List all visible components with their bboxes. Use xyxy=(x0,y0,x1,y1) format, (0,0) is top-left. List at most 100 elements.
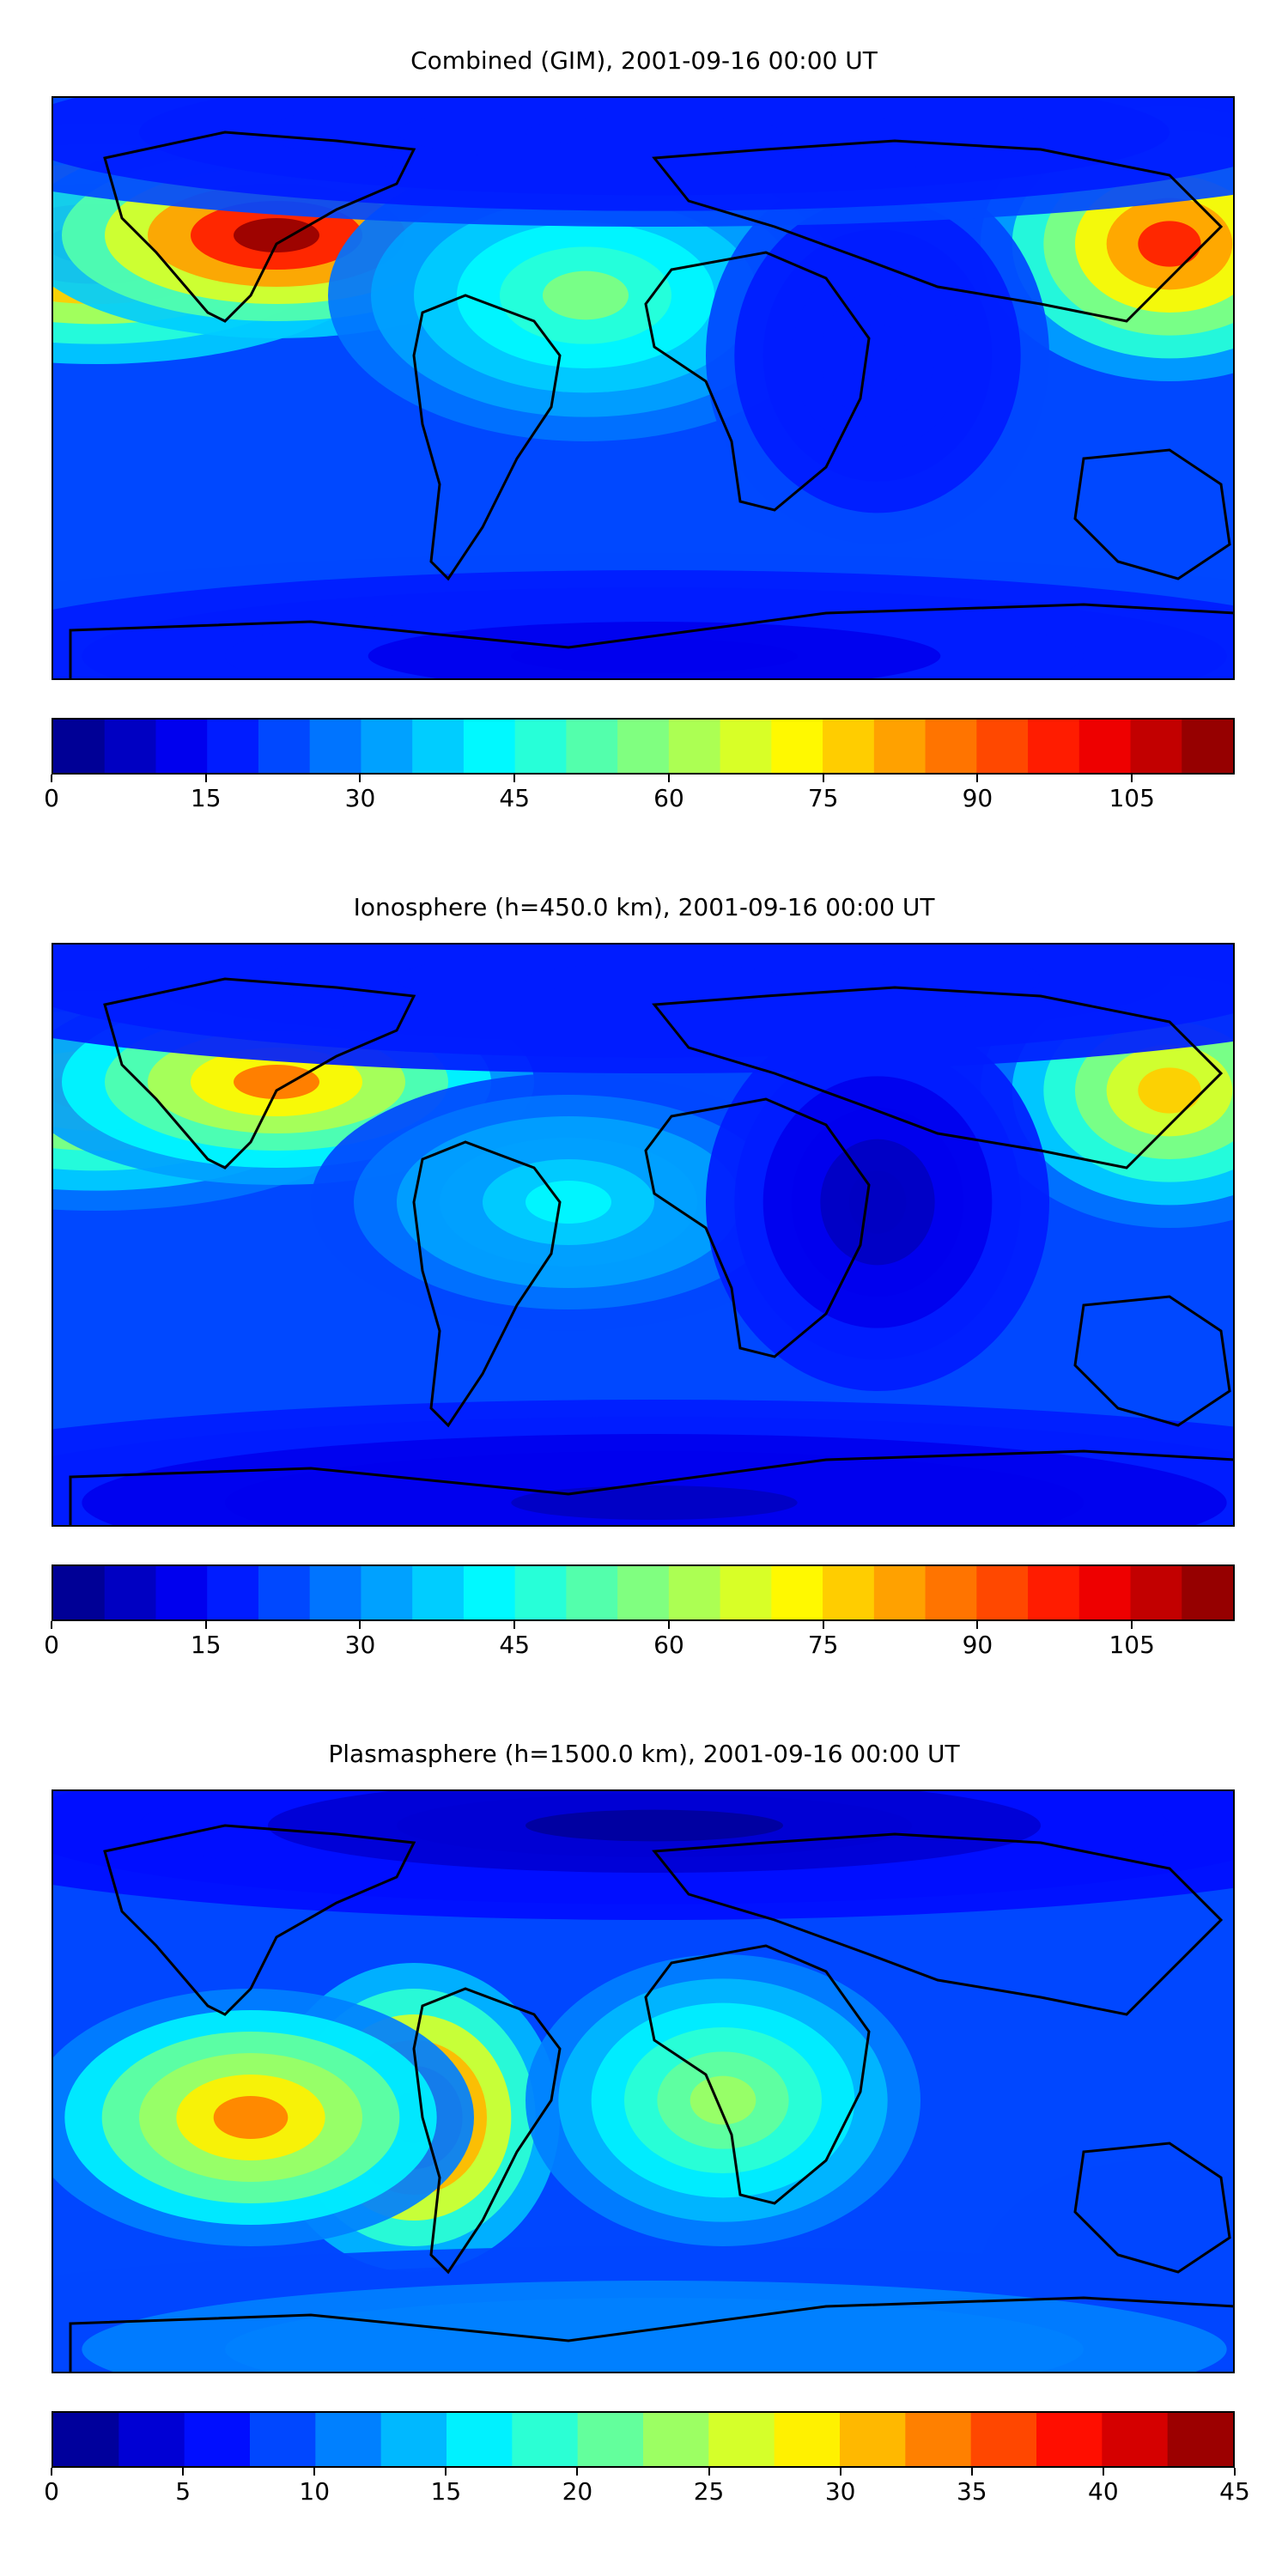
colorbar-tick-mark xyxy=(359,1621,361,1629)
colorbar-swatch xyxy=(566,720,618,773)
colorbar-swatches xyxy=(53,1566,1233,1619)
chart-title: Ionosphere (h=450.0 km), 2001-09-16 00:0… xyxy=(353,893,935,921)
colorbar-tick-label: 90 xyxy=(962,784,993,812)
coastline-0 xyxy=(103,1824,416,2016)
chart-title: Combined (GIM), 2001-09-16 00:00 UT xyxy=(410,46,878,75)
colorbar-swatch xyxy=(380,2413,447,2466)
colorbar-swatch xyxy=(184,2413,251,2466)
colorbar-swatch xyxy=(463,720,516,773)
colorbar-swatch xyxy=(873,1566,927,1619)
colorbar-swatch xyxy=(447,2413,513,2466)
colorbar-swatch xyxy=(207,1566,259,1619)
colorbar-swatch xyxy=(514,720,567,773)
colorbar-tick-label: 105 xyxy=(1109,1631,1155,1659)
colorbar-swatch xyxy=(207,720,259,773)
colorbar-tick-label: 105 xyxy=(1109,784,1155,812)
colorbar-tick-mark xyxy=(51,2468,52,2476)
colorbar-tick-label: 0 xyxy=(44,784,59,812)
colorbar-ticks: 0 15 30 45 60 75 90 105 xyxy=(44,775,1235,817)
colorbar-tick-mark xyxy=(976,775,979,782)
colorbar-swatch xyxy=(315,2413,382,2466)
colorbar-ticks: 0 15 30 45 60 75 90 105 xyxy=(44,1621,1235,1664)
colorbar-swatch xyxy=(1167,2413,1233,2466)
colorbar-swatch xyxy=(309,1566,361,1619)
colorbar-tick-label: 45 xyxy=(499,1631,531,1659)
colorbar-tick-mark xyxy=(313,2468,316,2476)
coastline-1 xyxy=(412,1140,562,1428)
colorbar-swatch xyxy=(566,1566,618,1619)
colorbar-swatch xyxy=(668,720,721,773)
heatmap-blob-4-5 xyxy=(848,1170,907,1234)
heatmap-contours xyxy=(53,945,1233,1525)
colorbar-swatch xyxy=(1078,720,1132,773)
colorbar-tick-mark xyxy=(822,1621,824,1629)
colorbar-swatch xyxy=(905,2413,972,2466)
heatmap-blob-5-5 xyxy=(526,116,783,149)
coastline-5 xyxy=(69,1449,1233,1525)
colorbar-swatch xyxy=(925,720,977,773)
colorbar-tick-label: 25 xyxy=(693,2477,725,2506)
colorbar-tick-mark xyxy=(822,775,824,782)
colorbar-tick-mark xyxy=(667,775,670,782)
colorbar-tick-label: 40 xyxy=(1088,2477,1119,2506)
colorbar-tick-label: 90 xyxy=(962,1631,993,1659)
coastline-2 xyxy=(644,1097,871,1358)
colorbar-swatches xyxy=(53,720,1233,773)
colorbar-swatch xyxy=(53,2413,119,2466)
coastline-4 xyxy=(1073,448,1231,580)
heatmap-map xyxy=(53,1791,1233,2372)
colorbar-tick-label: 45 xyxy=(1219,2477,1250,2506)
colorbar-tick-mark xyxy=(1102,2468,1104,2476)
heatmap-blob-5-5 xyxy=(511,2332,798,2366)
heatmap-contours xyxy=(53,98,1233,678)
colorbar-ticks: 0 5 10 15 20 25 30 35 40 45 xyxy=(44,2468,1250,2511)
colorbar-tick-mark xyxy=(204,775,207,782)
coastline-5 xyxy=(69,603,1233,678)
heatmap-blob-6-5 xyxy=(511,1485,798,1520)
coastlines xyxy=(69,1824,1233,2372)
colorbar-swatch xyxy=(53,1566,106,1619)
coastlines xyxy=(69,131,1233,678)
colorbar-swatch xyxy=(463,1566,516,1619)
colorbar-tick-label: 60 xyxy=(653,1631,684,1659)
colorbar-swatch xyxy=(925,1566,977,1619)
colorbar-tick-mark xyxy=(445,2468,447,2476)
coastline-0 xyxy=(103,977,416,1170)
chart-title: Plasmasphere (h=1500.0 km), 2001-09-16 0… xyxy=(328,1740,960,1768)
heatmap-blob-5-5 xyxy=(526,963,783,995)
colorbar-tick-mark xyxy=(667,1621,670,1629)
colorbar-swatch xyxy=(976,720,1029,773)
colorbar-tick-label: 75 xyxy=(807,1631,839,1659)
heatmap-map xyxy=(53,98,1233,678)
map-plot-area xyxy=(52,943,1235,1527)
colorbar-swatch xyxy=(823,1566,875,1619)
colorbar-swatch xyxy=(976,1566,1029,1619)
colorbar-swatch xyxy=(771,720,823,773)
heatmap-contours xyxy=(53,1791,1233,2372)
colorbar-swatch xyxy=(309,720,361,773)
colorbar-swatch xyxy=(774,2413,841,2466)
colorbar-tick-label: 15 xyxy=(190,1631,222,1659)
colorbar-swatch xyxy=(1102,2413,1169,2466)
colorbar-tick-mark xyxy=(513,1621,516,1629)
coastline-3 xyxy=(652,986,1224,1170)
colorbar-swatch xyxy=(708,2413,775,2466)
heatmap-blob-2-5 xyxy=(1138,1067,1201,1114)
heatmap-blob-2-5 xyxy=(543,270,629,320)
coastline-0 xyxy=(103,131,416,323)
colorbar-swatch xyxy=(155,720,208,773)
colorbar-swatch xyxy=(1182,720,1233,773)
colorbar-swatch xyxy=(412,1566,465,1619)
colorbar xyxy=(52,1564,1235,1621)
colorbar-tick-mark xyxy=(1131,1621,1133,1629)
colorbar-swatch xyxy=(668,1566,721,1619)
colorbar-tick-mark xyxy=(576,2468,579,2476)
colorbar-tick-mark xyxy=(708,2468,710,2476)
heatmap-blob-4-5 xyxy=(526,1809,783,1842)
colorbar-tick-label: 0 xyxy=(44,2477,59,2506)
colorbar-tick-label: 30 xyxy=(824,2477,856,2506)
colorbar-tick-mark xyxy=(51,1621,52,1629)
colorbar-swatch xyxy=(361,1566,413,1619)
colorbar-swatch xyxy=(258,720,311,773)
colorbar-swatch xyxy=(512,2413,579,2466)
